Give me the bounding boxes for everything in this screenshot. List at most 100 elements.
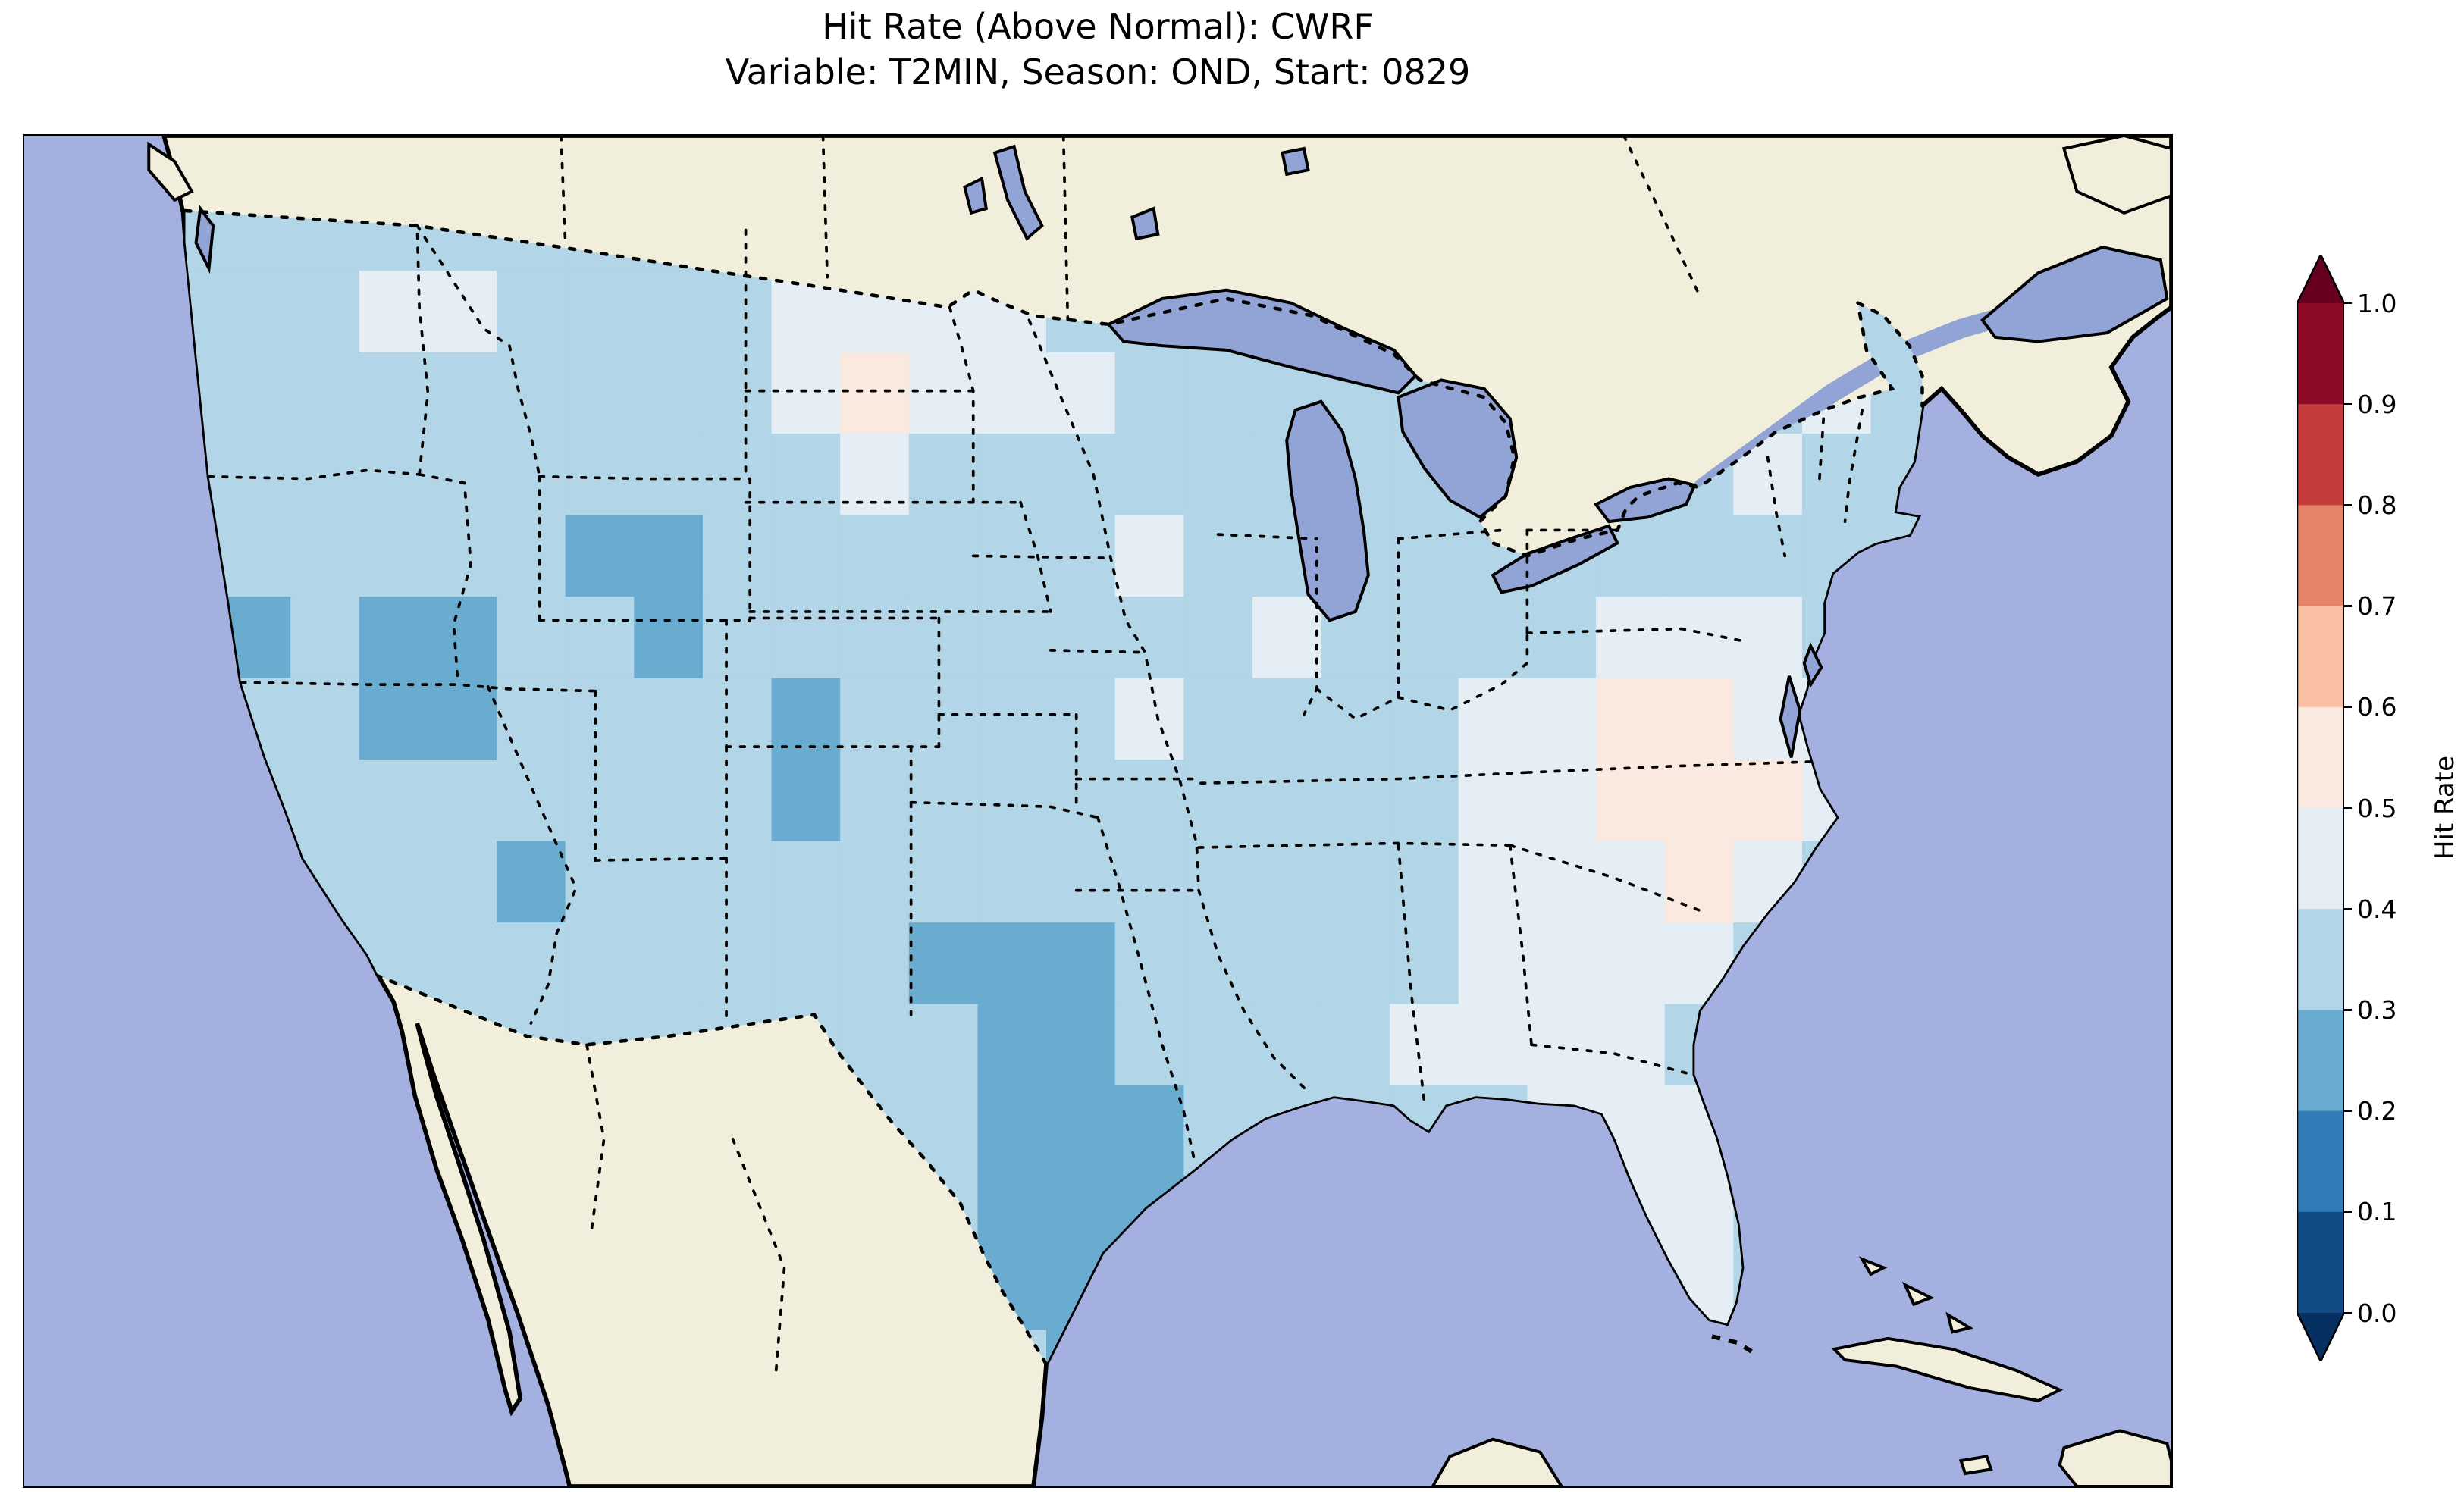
- colorbar-over-arrow: [2297, 255, 2344, 303]
- heat-cell: [1321, 841, 1391, 924]
- national-borders: [183, 136, 1924, 1377]
- heat-cell: [1733, 597, 1804, 680]
- heat-cell: [1664, 1167, 1735, 1250]
- heat-cell: [702, 597, 773, 680]
- colorbar-bin: [2297, 706, 2344, 809]
- heat-cell: [771, 841, 842, 924]
- colorbar-tick-label: 0.3: [2357, 994, 2397, 1025]
- heat-cell: [1527, 760, 1597, 843]
- lake-manitoba: [963, 176, 988, 215]
- heat-cell: [1596, 597, 1666, 680]
- heat-cell: [1183, 922, 1254, 1005]
- heat-cell: [428, 352, 498, 435]
- lake-winnipeg: [992, 144, 1044, 241]
- state-borders: [207, 224, 1864, 1162]
- colorbar-ticks: 1.0 0.9 0.8 0.7 0.6 0.5 0.4 0.3 0.2 0.1 0.0: [2344, 255, 2464, 1361]
- colorbar-tick-mark: [2344, 1311, 2352, 1314]
- chart-title: Hit Rate (Above Normal): CWRF: [822, 6, 1374, 47]
- colorbar-label-text: Hit Rate: [2430, 756, 2460, 860]
- heat-cell: [1046, 678, 1117, 761]
- heat-cell: [359, 515, 429, 598]
- heat-cell: [1458, 1004, 1528, 1087]
- heat-cell: [290, 271, 361, 354]
- heat-cell: [1321, 922, 1391, 1005]
- colorbar-bin: [2297, 808, 2344, 910]
- colorbar-tick-label: 0.7: [2357, 591, 2397, 622]
- colorbar-tick: 0.2: [2344, 1096, 2397, 1126]
- heat-cell: [1321, 760, 1391, 843]
- lake-erie: [1491, 524, 1619, 594]
- lake-superior: [1105, 288, 1418, 395]
- title-block: Hit Rate (Above Normal): CWRF Variable: …: [23, 5, 2173, 96]
- heat-cell: [977, 841, 1048, 924]
- heat-cell: [1390, 760, 1460, 843]
- heat-cell: [1046, 352, 1117, 435]
- heat-cell: [1114, 352, 1185, 435]
- colorbar-tick-label: 1.0: [2357, 288, 2397, 318]
- colorbar-tick-label: 0.6: [2357, 692, 2397, 722]
- heat-cell: [1046, 1085, 1117, 1168]
- newfoundland: [2061, 136, 2171, 215]
- heat-cell: [908, 841, 979, 924]
- lake-ontario: [1594, 477, 1698, 524]
- map-panel: [23, 134, 2173, 1488]
- heat-cell: [1596, 922, 1666, 1005]
- heat-cell: [1458, 597, 1528, 680]
- heat-cell: [702, 678, 773, 761]
- heat-cell: [221, 352, 292, 435]
- colorbar-tick-label: 0.2: [2357, 1096, 2397, 1126]
- heat-cell: [977, 352, 1048, 435]
- colorbar: 1.0 0.9 0.8 0.7 0.6 0.5 0.4 0.3 0.2 0.1 0.0 Hit Ra…: [2297, 255, 2464, 1361]
- bahamas: [1945, 1311, 1973, 1334]
- colorbar-bin: [2297, 303, 2344, 405]
- heat-cell: [1114, 678, 1185, 761]
- heat-cell: [1664, 760, 1735, 843]
- heat-cell: [908, 352, 979, 435]
- heat-cell: [1252, 922, 1322, 1005]
- heat-cell: [565, 760, 635, 843]
- heat-cell: [840, 760, 911, 843]
- colorbar-tick-label: 0.4: [2357, 894, 2397, 924]
- heat-cell: [1046, 760, 1117, 843]
- us-mexico-border: [377, 974, 1049, 1367]
- heat-cell: [908, 1004, 979, 1087]
- heat-cell: [1321, 678, 1391, 761]
- heat-cell: [1252, 678, 1322, 761]
- heat-cell: [359, 760, 429, 843]
- heat-cell: [221, 211, 292, 272]
- florida-keys: [1711, 1334, 1757, 1356]
- heat-cell: [977, 1004, 1048, 1087]
- heat-cell: [702, 434, 773, 517]
- bahamas: [1858, 1256, 1888, 1276]
- heat-cell: [840, 597, 911, 680]
- heat-cell: [221, 271, 292, 354]
- heat-cell: [290, 352, 361, 435]
- heat-cell: [1114, 922, 1185, 1005]
- heat-cell: [428, 271, 498, 354]
- jamaica: [1958, 1455, 1993, 1476]
- heat-cell: [1252, 1004, 1322, 1087]
- colorbar-tick-mark: [2344, 907, 2352, 910]
- heat-cell: [977, 760, 1048, 843]
- heat-cell: [1252, 597, 1322, 680]
- heat-cell: [1527, 922, 1597, 1005]
- heat-cell: [771, 922, 842, 1005]
- hispaniola: [2058, 1429, 2171, 1486]
- heat-cell: [908, 922, 979, 1005]
- heat-cell: [359, 841, 429, 924]
- colorbar-bin: [2297, 404, 2344, 506]
- gulf-of-st-lawrence: [1980, 246, 2169, 343]
- heat-cell: [1252, 841, 1322, 924]
- colorbar-tick-mark: [2344, 1110, 2352, 1112]
- heat-cell: [771, 434, 842, 517]
- heat-cell: [1183, 597, 1254, 680]
- heat-cell: [634, 678, 704, 761]
- heat-cell: [1252, 760, 1322, 843]
- heat-cell: [634, 841, 704, 924]
- heat-cell: [771, 597, 842, 680]
- lake-nipigon: [1130, 206, 1160, 241]
- heat-cell: [1114, 1004, 1185, 1087]
- heat-cell: [497, 678, 567, 761]
- heat-cell: [634, 760, 704, 843]
- heat-cell: [497, 271, 567, 354]
